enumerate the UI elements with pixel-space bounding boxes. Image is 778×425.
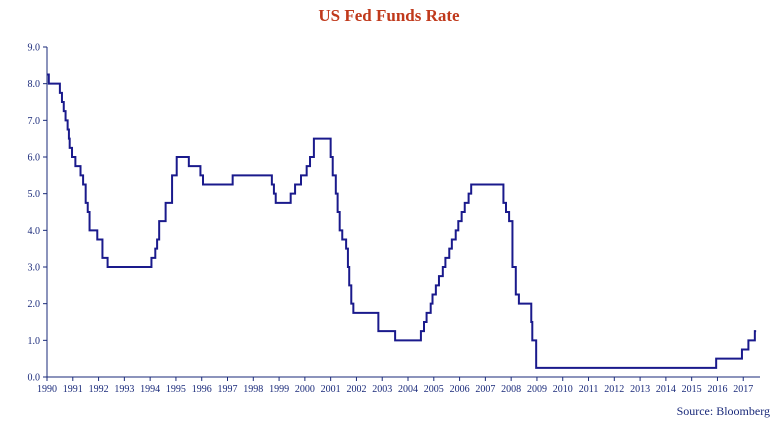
y-tick-label: 6.0 bbox=[28, 153, 41, 164]
x-tick-label: 2001 bbox=[321, 384, 341, 395]
x-axis: 1990 1991 1992 1993 1994 1995 1996 1997 1998 1999… bbox=[37, 376, 760, 395]
x-tick-label: 2004 bbox=[398, 384, 418, 395]
y-tick-label: 1.0 bbox=[28, 336, 41, 347]
x-tick-label: 2007 bbox=[475, 384, 495, 395]
y-axis: 0.0 1.0 2.0 3.0 4.0 5.0 6.0 7.0 8.0 9.0 bbox=[28, 43, 48, 384]
y-tick-label: 0.0 bbox=[28, 373, 41, 384]
x-tick-label: 2002 bbox=[346, 384, 366, 395]
x-tick-label: 2011 bbox=[579, 384, 599, 395]
x-tick-label: 2017 bbox=[733, 384, 753, 395]
x-tick-label: 1993 bbox=[114, 384, 134, 395]
x-tick-label: 2012 bbox=[604, 384, 624, 395]
x-tick-label: 1998 bbox=[243, 384, 263, 395]
source-note: Source: Bloomberg bbox=[676, 404, 770, 418]
y-tick-label: 9.0 bbox=[28, 43, 41, 54]
y-tick-label: 7.0 bbox=[28, 116, 41, 127]
x-tick-label: 2016 bbox=[707, 384, 727, 395]
x-tick-label: 1992 bbox=[89, 384, 109, 395]
x-tick-label: 2005 bbox=[424, 384, 444, 395]
x-tick-label: 1996 bbox=[192, 384, 212, 395]
x-tick-label: 2000 bbox=[295, 384, 315, 395]
x-tick-label: 2008 bbox=[501, 384, 521, 395]
x-tick-label: 1991 bbox=[63, 384, 83, 395]
y-tick-label: 3.0 bbox=[28, 263, 41, 274]
x-tick-label: 2015 bbox=[682, 384, 702, 395]
x-tick-label: 1990 bbox=[37, 384, 57, 395]
y-tick-label: 8.0 bbox=[28, 79, 41, 90]
x-tick-label: 2010 bbox=[553, 384, 573, 395]
y-tick-label: 2.0 bbox=[28, 299, 41, 310]
x-tick-label: 1999 bbox=[269, 384, 289, 395]
x-tick-label: 1997 bbox=[218, 384, 238, 395]
x-tick-label: 2014 bbox=[656, 384, 676, 395]
series-group bbox=[47, 73, 757, 369]
y-tick-label: 5.0 bbox=[28, 189, 41, 200]
x-tick-label: 2003 bbox=[372, 384, 392, 395]
series-line-0 bbox=[47, 73, 757, 369]
x-tick-label: 1995 bbox=[166, 384, 186, 395]
x-tick-label: 2006 bbox=[450, 384, 470, 395]
y-tick-label: 4.0 bbox=[28, 226, 41, 237]
chart-title: US Fed Funds Rate bbox=[318, 6, 460, 25]
x-tick-label: 1994 bbox=[140, 384, 160, 395]
x-tick-label: 2009 bbox=[527, 384, 547, 395]
x-tick-label: 2013 bbox=[630, 384, 650, 395]
